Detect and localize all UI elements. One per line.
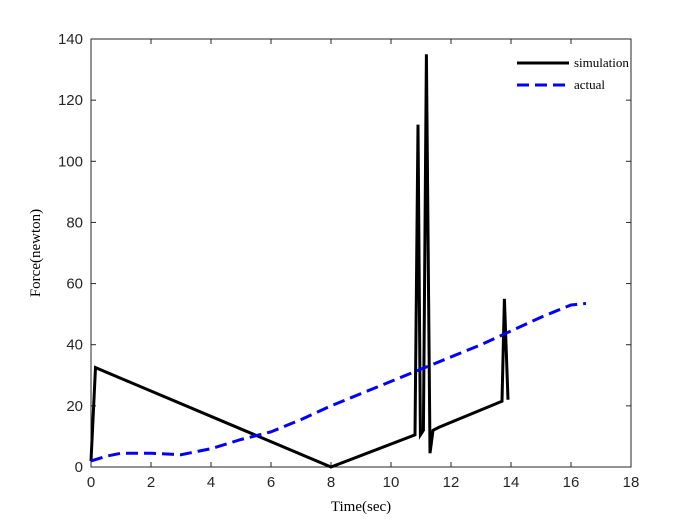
plot-area [90,38,632,468]
x-tick-label: 12 [443,474,460,491]
x-axis-label: Time(sec) [331,499,391,515]
legend-label-simulation: simulation [574,55,629,70]
x-tick-label: 8 [327,474,335,491]
x-tick-label: 2 [147,474,155,491]
axes: 0 2 4 6 8 10 12 14 16 18 0 20 40 60 80 100 120 140 [58,31,639,491]
y-axis-label: Force(newton) [28,209,44,297]
x-tick-label: 4 [207,474,215,491]
x-tick-label: 10 [383,474,400,491]
series-line-simulation [89,54,510,469]
y-tick-label: 80 [66,214,83,231]
y-tick-label: 100 [58,153,83,170]
x-tick-label: 18 [623,474,640,491]
x-tick-label: 6 [267,474,275,491]
y-tick-label: 120 [58,92,83,109]
y-tick-label: 60 [66,276,83,293]
series-layer [89,54,587,469]
x-tick-label: 16 [563,474,580,491]
x-tick-label: 14 [503,474,520,491]
y-tick-label: 20 [66,398,83,415]
plot-frame [90,38,632,468]
x-tick-label: 0 [87,474,95,491]
legend: simulation actual [517,55,629,92]
y-tick-label: 40 [66,337,83,354]
y-tick-label: 140 [58,31,83,48]
series-line-actual [90,301,587,463]
y-tick-label: 0 [75,459,83,476]
legend-label-actual: actual [574,77,605,92]
